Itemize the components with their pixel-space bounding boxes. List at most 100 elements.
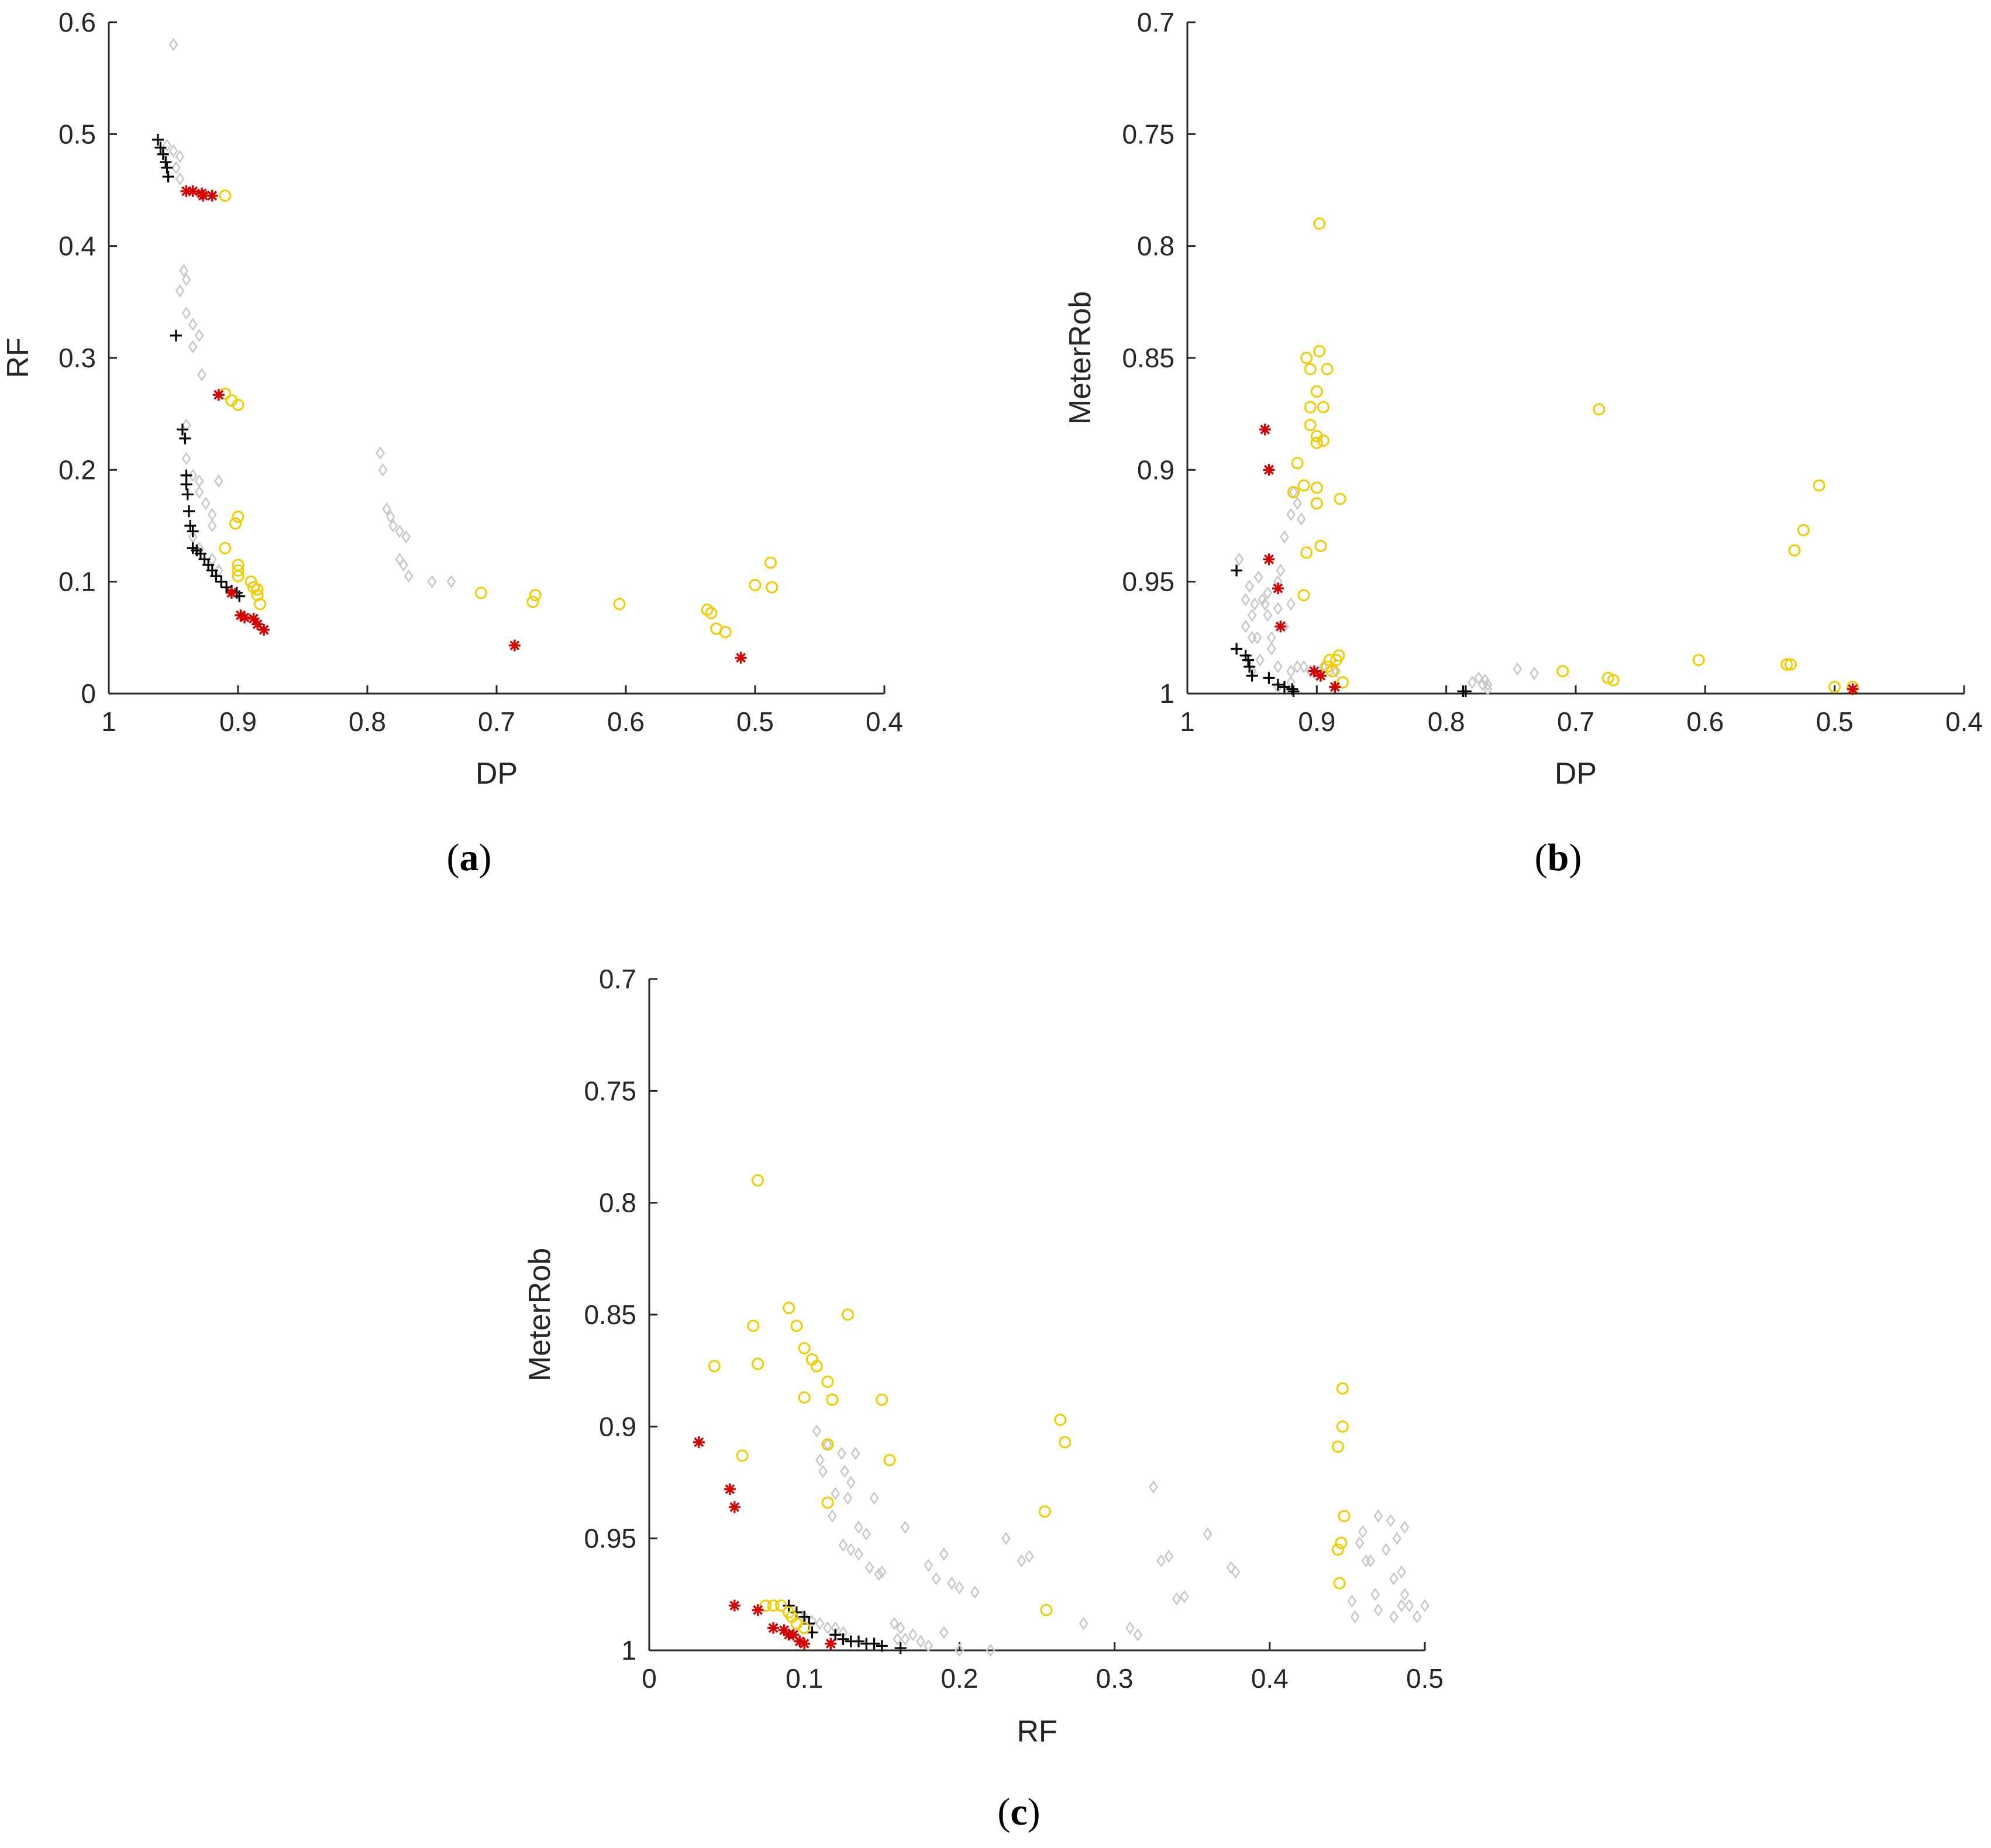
data-point-circle bbox=[474, 587, 487, 599]
data-point-diamond bbox=[194, 485, 204, 499]
data-point-diamond bbox=[1276, 564, 1286, 577]
data-point-star bbox=[206, 189, 218, 202]
data-point-star bbox=[752, 1604, 764, 1616]
x-tick-label: 0 bbox=[642, 1663, 657, 1694]
data-point-diamond bbox=[388, 519, 398, 533]
data-point-plus bbox=[179, 432, 191, 444]
x-tick-label: 1 bbox=[101, 706, 116, 737]
data-point-star bbox=[1308, 665, 1320, 677]
x-tick-label: 0.5 bbox=[1406, 1663, 1444, 1694]
x-tick-label: 0.9 bbox=[219, 706, 257, 737]
data-point-diamond bbox=[1296, 512, 1306, 526]
data-point-diamond bbox=[179, 264, 189, 278]
data-point-circle bbox=[1556, 665, 1569, 678]
data-point-diamond bbox=[1361, 1554, 1371, 1568]
data-point-diamond bbox=[1286, 597, 1296, 611]
data-point-circle bbox=[841, 1308, 854, 1321]
data-point-plus bbox=[183, 505, 195, 518]
data-point-circle bbox=[251, 583, 264, 596]
data-point-plus bbox=[1279, 681, 1290, 693]
data-point-plus bbox=[1231, 643, 1243, 655]
data-point-plus bbox=[829, 1629, 842, 1641]
data-point-star bbox=[180, 185, 192, 197]
x-tick-label: 0.2 bbox=[941, 1663, 978, 1694]
y-tick-label: 0.85 bbox=[584, 1299, 636, 1330]
data-point-diamond bbox=[188, 468, 198, 482]
data-point-diamond bbox=[207, 519, 217, 533]
data-point-plus bbox=[170, 329, 182, 342]
data-point-circle bbox=[232, 570, 244, 582]
data-point-circle bbox=[826, 1393, 839, 1406]
data-point-diamond bbox=[1266, 631, 1276, 644]
data-point-diamond bbox=[916, 1635, 925, 1648]
data-point-diamond bbox=[1164, 1550, 1174, 1563]
data-point-diamond bbox=[1241, 593, 1251, 606]
x-tick-label: 0.4 bbox=[1945, 706, 1983, 737]
data-point-circle bbox=[749, 578, 762, 591]
data-point-circle bbox=[1338, 1509, 1351, 1522]
x-tick-label: 0.1 bbox=[786, 1663, 823, 1694]
data-point-diamond bbox=[986, 1643, 996, 1657]
y-tick-label: 0.9 bbox=[1137, 454, 1174, 485]
data-point-plus bbox=[1246, 670, 1258, 682]
y-axis-label: MeterRob bbox=[1063, 291, 1097, 425]
data-point-plus bbox=[176, 423, 188, 436]
y-tick-label: 0.95 bbox=[1122, 567, 1174, 597]
data-point-diamond bbox=[1149, 1480, 1158, 1494]
data-point-diamond bbox=[1483, 678, 1493, 691]
data-point-diamond bbox=[812, 1424, 822, 1438]
y-tick-label: 0.75 bbox=[1122, 119, 1174, 149]
data-point-plus bbox=[210, 570, 222, 582]
data-point-diamond bbox=[955, 1643, 965, 1657]
data-point-circle bbox=[1332, 649, 1345, 662]
data-point-plus bbox=[1243, 661, 1256, 673]
data-point-diamond bbox=[877, 1565, 887, 1579]
data-point-star bbox=[1329, 681, 1341, 693]
data-point-diamond bbox=[862, 1527, 872, 1541]
data-point-diamond bbox=[854, 1521, 863, 1534]
data-point-star bbox=[508, 639, 521, 651]
data-point-diamond bbox=[1381, 1543, 1391, 1557]
data-point-diamond bbox=[385, 510, 395, 523]
data-point-circle bbox=[1331, 1440, 1344, 1453]
data-point-circle bbox=[526, 595, 539, 608]
data-point-diamond bbox=[1293, 497, 1303, 511]
y-tick-label: 0.7 bbox=[599, 964, 636, 994]
y-tick-label: 1 bbox=[621, 1635, 636, 1666]
data-point-diamond bbox=[840, 1464, 850, 1478]
data-point-diamond bbox=[1286, 675, 1296, 689]
data-point-plus bbox=[181, 488, 194, 501]
data-point-plus bbox=[868, 1637, 880, 1650]
data-point-diamond bbox=[1468, 675, 1477, 689]
data-point-star bbox=[1314, 670, 1327, 682]
data-point-diamond bbox=[1513, 662, 1522, 676]
data-point-diamond bbox=[864, 1561, 874, 1574]
data-point-plus bbox=[162, 171, 174, 183]
data-point-star bbox=[798, 1637, 811, 1650]
data-point-diamond bbox=[1397, 1565, 1407, 1579]
data-point-circle bbox=[219, 189, 232, 202]
data-point-circle bbox=[1291, 457, 1304, 470]
data-point-diamond bbox=[1530, 667, 1539, 680]
panel-c-label: (c) bbox=[997, 1791, 1040, 1833]
data-point-diamond bbox=[939, 1626, 949, 1639]
data-point-diamond bbox=[395, 553, 405, 566]
panel-b-label: (b) bbox=[1535, 836, 1582, 879]
data-point-diamond bbox=[427, 575, 437, 588]
data-point-diamond bbox=[1389, 1610, 1398, 1623]
data-point-diamond bbox=[1133, 1628, 1143, 1642]
y-tick-label: 0.1 bbox=[58, 567, 96, 597]
data-point-diamond bbox=[181, 451, 191, 466]
data-point-circle bbox=[1326, 665, 1339, 678]
data-point-circle bbox=[821, 1438, 834, 1451]
data-point-plus bbox=[184, 520, 197, 532]
x-tick-label: 0.4 bbox=[866, 706, 903, 737]
x-axis-label: RF bbox=[1017, 1715, 1057, 1749]
y-tick-label: 0.3 bbox=[58, 343, 96, 373]
data-point-circle bbox=[219, 542, 232, 554]
data-point-circle bbox=[821, 1496, 834, 1509]
panel-c-scatter-plot: 0 0.1 0.2 0.3 0.4 0.5 0.7 0.75 0.8 0.85 0.9 0.95 1 RF… bbox=[523, 964, 1444, 1749]
data-point-star bbox=[794, 1635, 806, 1647]
data-point-diamond bbox=[181, 273, 191, 287]
data-point-diamond bbox=[188, 318, 198, 331]
